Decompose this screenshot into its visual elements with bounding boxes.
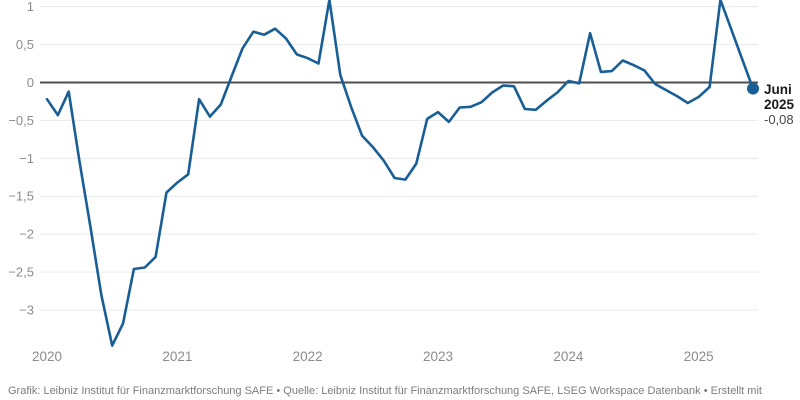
y-tick-label: 1 (27, 0, 34, 14)
x-tick-label: 2022 (293, 349, 323, 364)
x-tick-label: 2020 (32, 349, 62, 364)
y-axis-labels: 1 0,5 0 −0,5 −1 −1,5 −2 −2,5 −3 (8, 0, 34, 317)
x-tick-label: 2024 (553, 349, 584, 364)
y-tick-label: −2,5 (8, 265, 34, 280)
annotation-month: Juni (764, 82, 792, 97)
y-tick-label: −0,5 (8, 113, 34, 128)
y-tick-label: 0 (27, 75, 34, 90)
y-tick-label: 0,5 (16, 37, 34, 52)
y-tick-label: −1,5 (8, 189, 34, 204)
end-point-marker (747, 82, 759, 95)
x-axis-labels: 2020 2021 2022 2023 2024 2025 (32, 349, 714, 364)
x-tick-label: 2023 (423, 349, 453, 364)
y-tick-label: −1 (19, 151, 34, 166)
y-tick-label: −3 (19, 302, 34, 317)
annotation-year: 2025 (764, 97, 795, 112)
y-tick-label: −2 (19, 227, 34, 242)
annotation-value: -0,08 (764, 112, 794, 127)
series-line (45, 0, 755, 347)
x-tick-label: 2021 (162, 349, 192, 364)
x-tick-label: 2025 (684, 349, 714, 364)
footer-credits: Grafik: Leibniz Institut für Finanzmarkt… (8, 385, 762, 397)
